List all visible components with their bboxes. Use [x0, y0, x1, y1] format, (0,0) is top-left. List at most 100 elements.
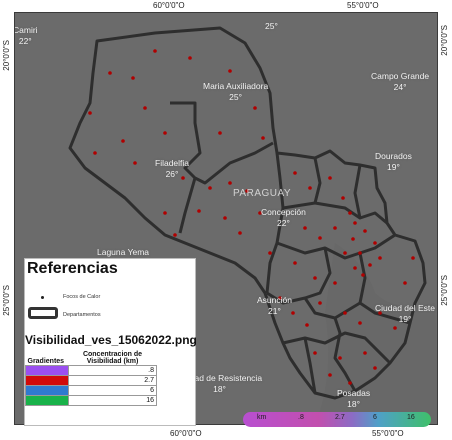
gradient-value: 2.7 — [68, 375, 157, 386]
hotspot — [133, 161, 137, 165]
hotspot — [238, 231, 242, 235]
gradient-table: Gradientes Concentracion de Visibilidad … — [25, 351, 157, 406]
hotspot — [333, 281, 337, 285]
dept-boundary-river — [265, 152, 285, 294]
file-title: Visibilidad_ves_15062022.png — [25, 333, 197, 347]
dept-boundary-10 — [303, 337, 317, 394]
col-concentration: Concentracion de Visibilidad (km) — [82, 351, 143, 365]
scale-tick: 6 — [373, 414, 377, 421]
hotspot — [393, 326, 397, 330]
hotspot — [373, 366, 377, 370]
scale-tick: 2.7 — [335, 414, 345, 421]
city-temp: 18° — [347, 399, 360, 409]
hotspot — [88, 111, 92, 115]
hotspot — [313, 351, 317, 355]
country-label: PARAGUAY — [233, 188, 292, 199]
department-symbol — [28, 307, 58, 319]
city-name: Posadas — [337, 388, 371, 398]
department-legend-label: Departamentos — [63, 312, 101, 318]
city-name: Asunción — [257, 295, 292, 305]
city-temp: 18° — [213, 384, 226, 394]
hotspot — [258, 211, 262, 215]
city-concepcion: Concepción 22° — [261, 207, 306, 229]
hotspot — [131, 76, 135, 80]
hotspot — [293, 171, 297, 175]
city-filadelfia: Filadelfia 26° — [155, 158, 189, 180]
dept-boundary-chaco — [170, 101, 274, 185]
hotspot — [368, 263, 372, 267]
city-temp: 26° — [165, 169, 179, 179]
hotspot — [338, 356, 342, 360]
hotspot — [343, 311, 347, 315]
gradient-swatch — [25, 395, 69, 406]
hotspot — [245, 189, 249, 193]
departments-layer — [68, 26, 427, 400]
hotspot — [228, 69, 232, 73]
gradient-row: 16 — [25, 395, 157, 406]
gradient-swatch — [25, 385, 69, 396]
dept-boundary-5 — [304, 247, 332, 300]
hotspot — [403, 281, 407, 285]
hotspot — [163, 131, 167, 135]
hotspot — [353, 266, 357, 270]
hotspot — [318, 236, 322, 240]
city-temp: 19° — [387, 162, 400, 172]
hotspot — [218, 131, 222, 135]
hotspot — [358, 321, 362, 325]
hotspot — [223, 216, 227, 220]
hotspot — [143, 106, 147, 110]
city-asuncion: Asunción 21° — [257, 295, 292, 317]
gradient-value: .8 — [68, 365, 157, 376]
gradient-value: 6 — [68, 385, 157, 396]
city-ciudad-del-este: Ciudad del Este 19° — [375, 303, 435, 325]
gradient-table-header: Gradientes Concentracion de Visibilidad … — [26, 351, 157, 366]
hotspot — [278, 296, 282, 300]
city-name: Ciudad de Resistencia — [177, 373, 263, 383]
dept-boundary-8 — [282, 331, 392, 365]
graticule-top-60: 60°0'0"O — [153, 1, 185, 10]
hotspot — [93, 151, 97, 155]
scale-tick: 16 — [407, 414, 415, 421]
terrain-shade — [315, 243, 437, 424]
city-laguna-yema: Laguna Yema — [97, 247, 149, 258]
hotspot — [153, 49, 157, 53]
city-name: Laguna Yema — [97, 247, 149, 257]
hotspot — [197, 209, 201, 213]
legend-title: Referencias — [27, 260, 118, 277]
hotspot-symbol — [41, 296, 44, 299]
city-name: Concepción — [261, 207, 306, 217]
dept-boundary-boqueron — [178, 177, 197, 234]
city-temp: 22° — [18, 36, 32, 46]
city-temp: 24° — [393, 82, 407, 92]
hotspot — [378, 256, 382, 260]
graticule-left-20: 20°0'0"S — [2, 40, 11, 71]
visibility-scale-bar: km .8 2.7 6 16 — [243, 412, 431, 427]
dept-boundary-2 — [313, 157, 322, 204]
gradient-swatch — [25, 375, 69, 386]
graticule-bottom-60: 60°0'0"O — [170, 429, 202, 438]
city-unnamed: 25° — [265, 21, 278, 32]
dept-boundary-1 — [282, 201, 388, 225]
hotspot — [173, 233, 177, 237]
hotspot-legend-label: Focos de Calor — [63, 294, 101, 300]
hotspot — [341, 196, 345, 200]
hotspot — [208, 186, 212, 190]
hotspots-layer — [88, 49, 415, 385]
hotspot — [358, 251, 362, 255]
city-name: Ciudad del Este — [375, 303, 436, 313]
hotspot — [343, 251, 347, 255]
hotspot — [293, 261, 297, 265]
city-temp: 21° — [268, 306, 281, 316]
dept-boundary-7 — [266, 291, 361, 320]
dept-boundary-4 — [276, 233, 396, 260]
city-name: Campo Grande — [371, 71, 430, 81]
city-temp: 19° — [398, 314, 412, 324]
hotspot — [313, 276, 317, 280]
scale-unit: km — [257, 414, 267, 421]
city-name: Dourados — [375, 151, 412, 161]
city-posadas: Posadas 18° — [337, 388, 370, 410]
graticule-left-25: 25°0'0"S — [2, 285, 11, 316]
gradient-value: 16 — [68, 395, 157, 406]
hotspot — [373, 241, 377, 245]
hotspot — [318, 301, 322, 305]
